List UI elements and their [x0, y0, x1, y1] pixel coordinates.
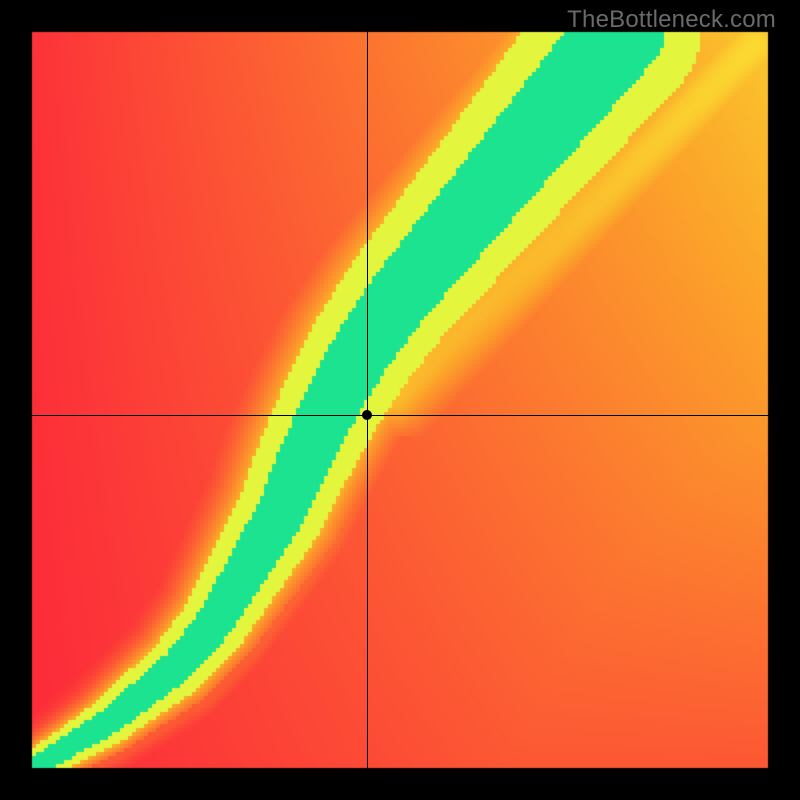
crosshair-marker [362, 410, 372, 420]
crosshair-vertical [367, 31, 368, 769]
chart-root: TheBottleneck.com [0, 0, 800, 800]
heatmap-canvas [0, 0, 800, 800]
watermark-text: TheBottleneck.com [567, 6, 776, 34]
crosshair-horizontal [31, 415, 769, 416]
